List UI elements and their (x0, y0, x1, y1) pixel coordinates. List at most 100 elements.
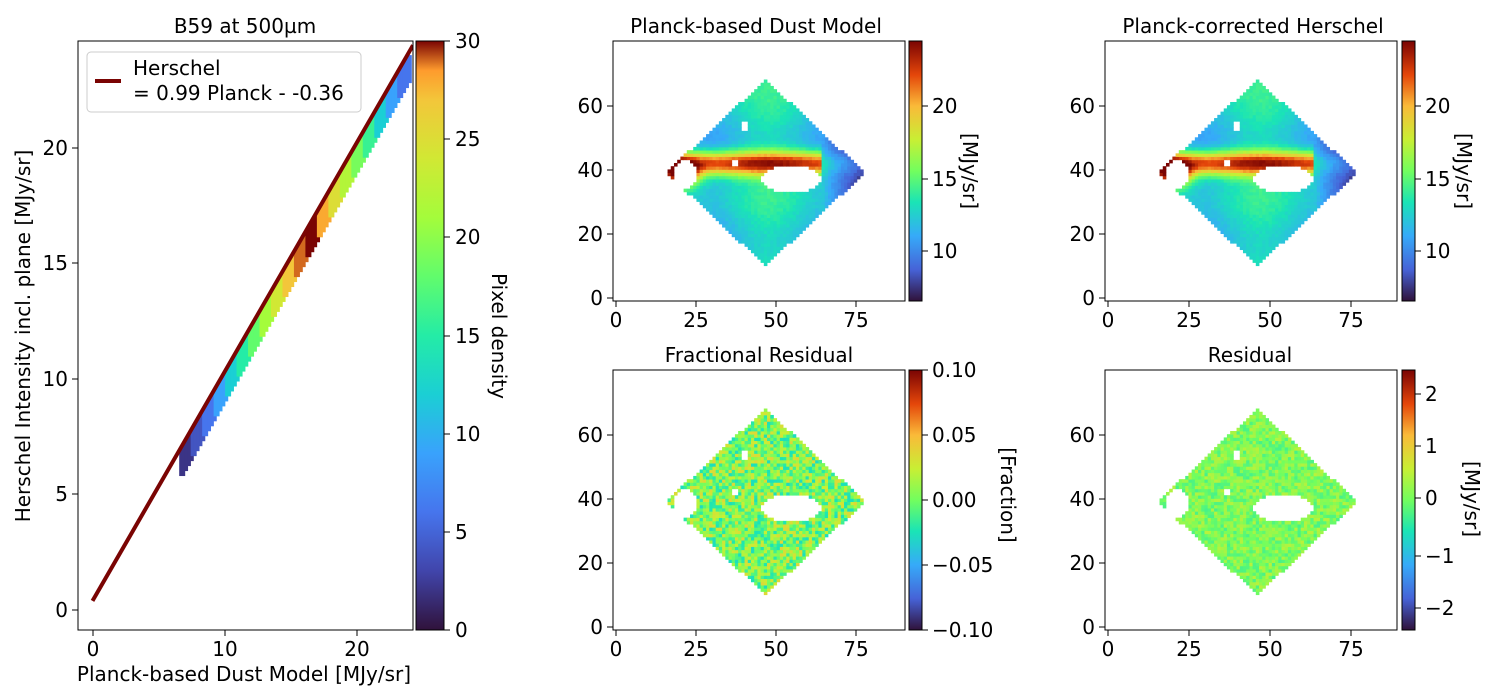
map-pixel (715, 134, 720, 138)
map-pixel (1188, 162, 1193, 167)
map-pixel (750, 472, 755, 477)
map-pixel (786, 546, 790, 551)
map-pixel (744, 188, 749, 193)
map-pixel (815, 204, 819, 209)
map-pixel (1300, 159, 1305, 164)
map-pixel (1220, 175, 1225, 180)
map-pixel (696, 166, 701, 170)
map-pixel (1278, 233, 1282, 238)
map-pixel (792, 150, 797, 154)
map-pixel (1252, 108, 1257, 113)
map-pixel (827, 156, 832, 161)
map-pixel (1210, 143, 1215, 148)
map-pixel (744, 463, 749, 467)
map-pixel (1281, 214, 1286, 218)
map-pixel (773, 524, 778, 528)
map-pixel (802, 134, 806, 138)
map-pixel (799, 127, 803, 132)
map-pixel (1230, 211, 1234, 215)
map-pixel (776, 105, 781, 109)
map-pixel (718, 504, 723, 509)
map-pixel (1233, 207, 1237, 212)
map-pixel (773, 101, 778, 106)
map-pixel (757, 536, 762, 541)
map-pixel (757, 459, 762, 464)
map-pixel (779, 491, 784, 496)
map-pixel (815, 463, 819, 467)
map-pixel (728, 524, 733, 528)
corrected-herschel-axes-frame (1104, 40, 1398, 302)
map-pixel (783, 162, 787, 167)
map-pixel (763, 92, 768, 96)
map-pixel (1236, 137, 1241, 141)
map-pixel (702, 191, 707, 196)
map-pixel (821, 475, 826, 480)
map-pixel (670, 501, 675, 506)
map-pixel (1217, 207, 1221, 212)
map-pixel (786, 217, 790, 222)
map-pixel (770, 482, 774, 486)
map-pixel (776, 469, 781, 474)
map-pixel (776, 108, 781, 113)
map-pixel (1217, 156, 1221, 161)
map-pixel (792, 198, 797, 202)
map-pixel (779, 227, 784, 231)
map-pixel (725, 162, 729, 167)
map-pixel (1271, 134, 1276, 138)
map-pixel (1342, 162, 1347, 167)
map-pixel (811, 546, 816, 551)
map-pixel (706, 517, 710, 522)
map-pixel (1214, 172, 1218, 177)
map-pixel (783, 443, 787, 448)
map-pixel (1313, 175, 1318, 180)
map-pixel (760, 578, 765, 583)
map-pixel (754, 121, 758, 125)
map-pixel (1291, 204, 1295, 209)
map-pixel (831, 485, 835, 490)
map-pixel (738, 479, 742, 483)
map-pixel (725, 153, 729, 157)
map-pixel (1259, 98, 1263, 103)
map-pixel (722, 540, 726, 544)
map-pixel (1323, 146, 1327, 151)
map-pixel (744, 552, 749, 557)
map-pixel (818, 134, 822, 138)
map-pixel (750, 118, 755, 122)
map-pixel (728, 552, 733, 557)
colorbar-tick-label: 20 (1425, 94, 1450, 118)
map-pixel (1271, 124, 1276, 129)
map-pixel (741, 207, 745, 212)
map-pixel (1319, 179, 1324, 183)
map-pixel (1214, 175, 1218, 180)
map-pixel (1185, 195, 1189, 199)
map-pixel (1307, 169, 1311, 174)
map-pixel (786, 540, 790, 544)
map-pixel (763, 552, 768, 557)
map-pixel (718, 169, 723, 174)
map-pixel (1223, 191, 1228, 196)
map-pixel (840, 182, 845, 186)
map-pixel (757, 92, 762, 96)
map-pixel (757, 211, 762, 215)
map-pixel (712, 153, 717, 157)
map-pixel (750, 524, 755, 528)
map-pixel (811, 517, 816, 522)
density-colorbar-tick-label: 5 (455, 520, 468, 544)
map-pixel (767, 527, 771, 531)
map-pixel (1252, 166, 1257, 170)
map-pixel (786, 469, 790, 474)
map-pixel (686, 188, 691, 193)
map-pixel (763, 556, 768, 560)
map-pixel (767, 427, 771, 432)
map-pixel (747, 182, 752, 186)
map-pixel (1262, 130, 1266, 135)
map-pixel (738, 198, 742, 202)
map-pixel (734, 450, 739, 454)
map-pixel (853, 491, 858, 496)
map-pixel (1204, 204, 1209, 209)
map-pixel (744, 101, 749, 106)
map-pixel (821, 498, 826, 503)
map-pixel (747, 153, 752, 157)
map-pixel (1246, 214, 1250, 218)
map-pixel (1233, 162, 1237, 167)
